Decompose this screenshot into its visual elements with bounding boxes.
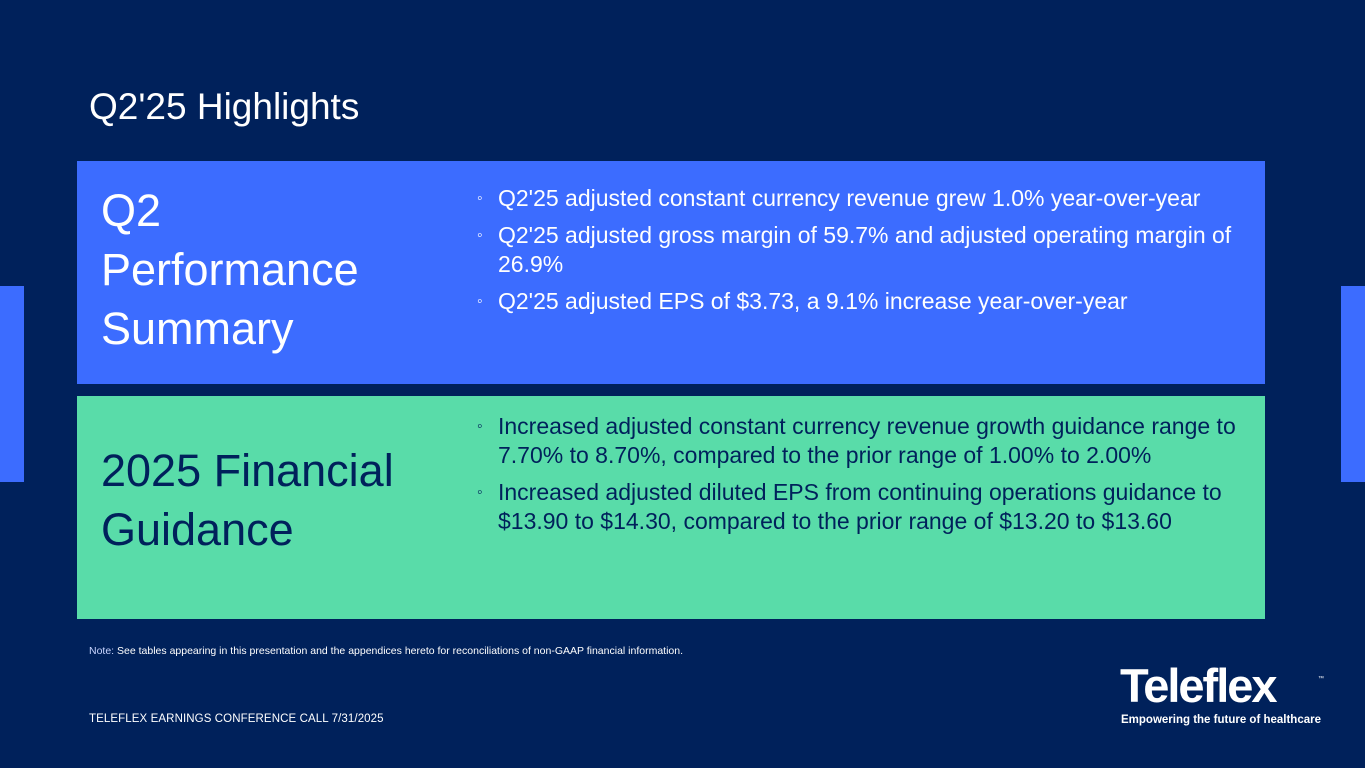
bullet-icon: ◦ <box>477 227 483 244</box>
bullet-text: Q2'25 adjusted EPS of $3.73, a 9.1% incr… <box>498 288 1128 314</box>
logo-tagline: Empowering the future of healthcare <box>1121 714 1321 726</box>
bullet-icon: ◦ <box>477 418 483 435</box>
list-item: ◦ Q2'25 adjusted EPS of $3.73, a 9.1% inc… <box>477 287 1237 316</box>
footer-text: TELEFLEX EARNINGS CONFERENCE CALL 7/31/2… <box>89 713 384 725</box>
teleflex-logo: Teleflex ™ Empowering the future of heal… <box>1118 660 1328 730</box>
list-item: ◦ Increased adjusted constant currency re… <box>477 412 1237 470</box>
performance-summary-panel: Q2 Performance Summary ◦ Q2'25 adjusted c… <box>77 161 1265 384</box>
bullet-text: Increased adjusted diluted EPS from cont… <box>498 479 1222 534</box>
bullet-text: Q2'25 adjusted gross margin of 59.7% and… <box>498 222 1232 277</box>
footnote-text: See tables appearing in this presentatio… <box>114 645 684 657</box>
trademark-symbol: ™ <box>1318 676 1324 682</box>
bullet-icon: ◦ <box>477 293 483 310</box>
footnote-label: Note: <box>89 645 115 657</box>
slide-title: Q2'25 Highlights <box>89 86 360 127</box>
left-accent-bar <box>0 286 24 482</box>
list-item: ◦ Q2'25 adjusted constant currency revenu… <box>477 184 1237 213</box>
bullet-icon: ◦ <box>477 484 483 501</box>
logo-wordmark: Teleflex <box>1120 659 1278 712</box>
bullet-text: Increased adjusted constant currency rev… <box>498 413 1236 468</box>
list-item: ◦ Q2'25 adjusted gross margin of 59.7% an… <box>477 221 1237 279</box>
performance-bullet-list: ◦ Q2'25 adjusted constant currency revenu… <box>477 184 1237 324</box>
performance-summary-heading: Q2 Performance Summary <box>101 185 359 354</box>
right-accent-bar <box>1341 286 1365 482</box>
financial-guidance-heading: 2025 Financial Guidance <box>101 445 394 555</box>
financial-guidance-panel: 2025 Financial Guidance ◦ Increased adjus… <box>77 396 1265 619</box>
bullet-icon: ◦ <box>477 190 483 207</box>
list-item: ◦ Increased adjusted diluted EPS from con… <box>477 478 1237 536</box>
bullet-text: Q2'25 adjusted constant currency revenue… <box>498 185 1201 211</box>
guidance-bullet-list: ◦ Increased adjusted constant currency re… <box>477 412 1237 544</box>
footnote: Note: See tables appearing in this prese… <box>89 645 683 657</box>
